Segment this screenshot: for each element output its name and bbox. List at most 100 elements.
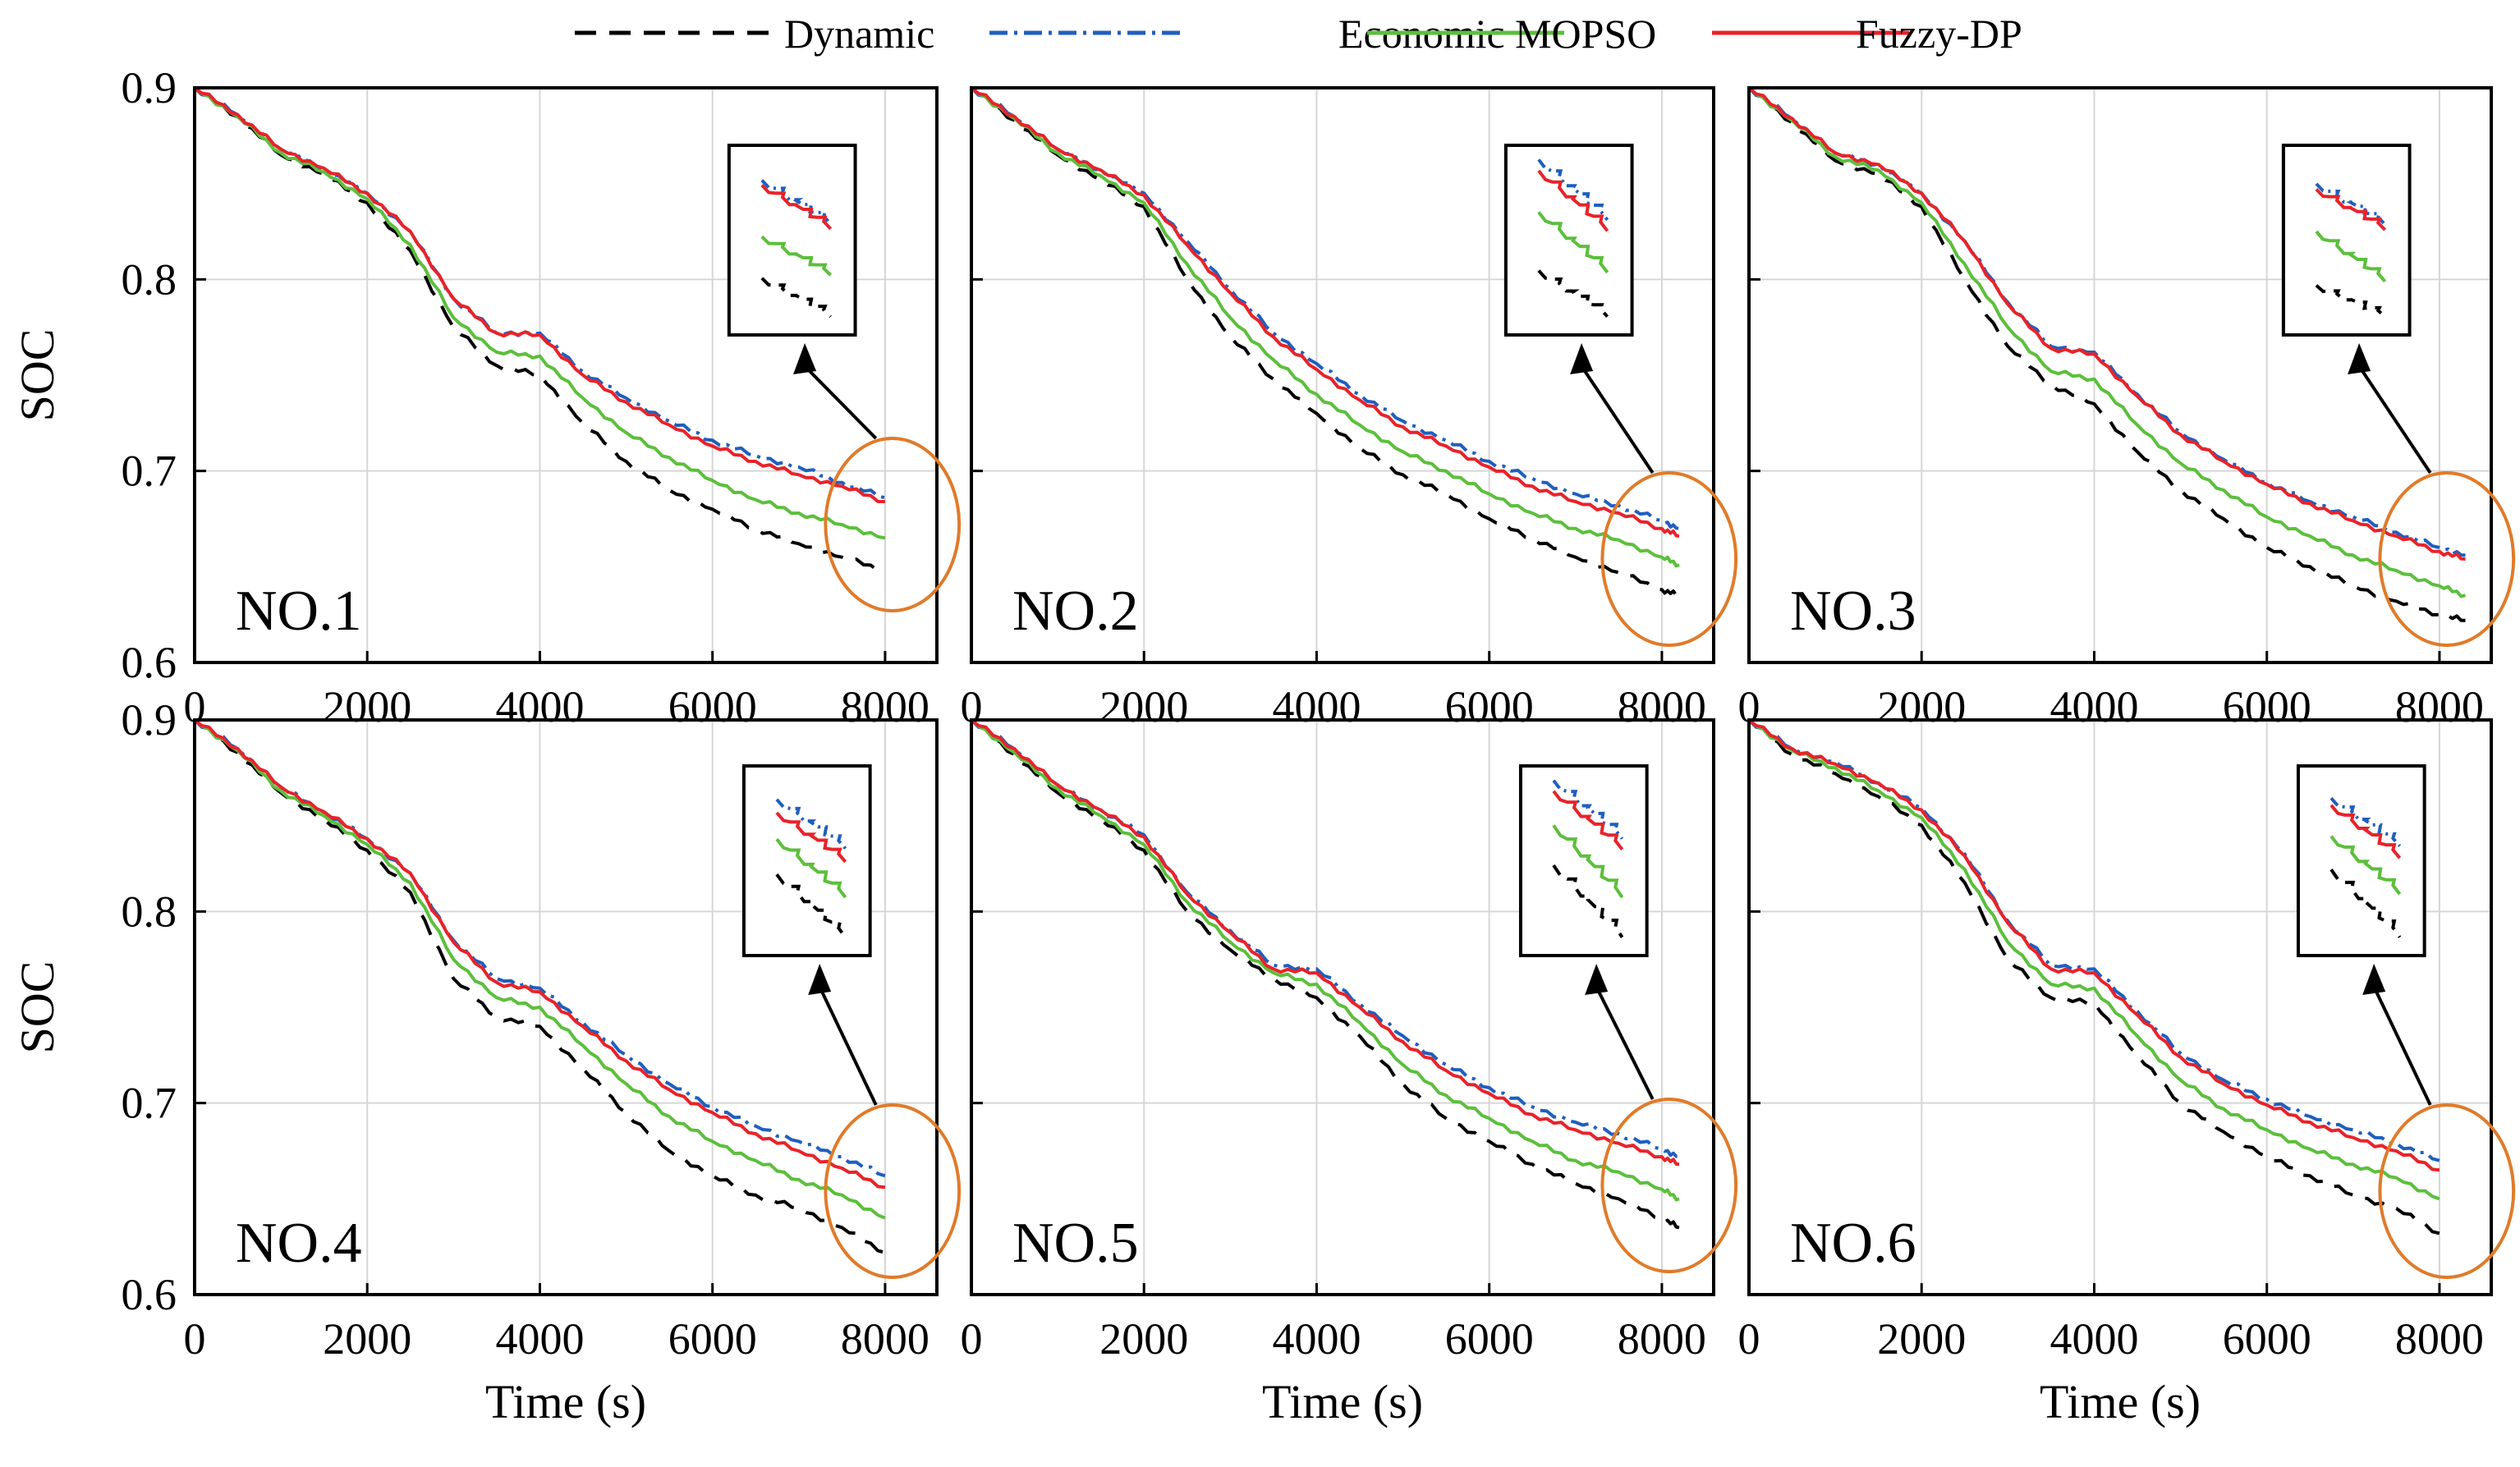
zoom-inset-line-mopso: [1537, 211, 1609, 274]
series-line-dynamic: [193, 86, 885, 573]
zoom-inset: [2281, 144, 2412, 337]
zoom-inset-line-dynamic: [1537, 269, 1609, 319]
y-tick-label: 0.6: [122, 1270, 177, 1319]
zoom-inset-line-dynamic: [2315, 284, 2386, 319]
y-axis-label: SOC: [11, 329, 64, 422]
series-line-fuzzy: [193, 86, 885, 503]
zoom-inset-line-fuzzy: [1552, 790, 1624, 850]
zoom-inset-line-economic: [1537, 158, 1609, 222]
series-line-dynamic: [970, 718, 1680, 1230]
zoom-arrow-head: [2348, 343, 2371, 374]
zoom-inset-line-fuzzy: [760, 184, 833, 231]
series-line-fuzzy: [1747, 718, 2440, 1172]
x-axis-label: Time (s): [485, 1375, 646, 1428]
y-tick-label: 0.9: [122, 695, 177, 745]
series-line-dynamic: [1747, 86, 2466, 622]
x-tick-label: 0: [1738, 1314, 1760, 1364]
series-line-fuzzy: [970, 718, 1680, 1167]
zoom-arrow-head: [793, 343, 817, 374]
zoom-inset-line-economic: [760, 179, 833, 226]
series-line-mopso: [1747, 718, 2440, 1201]
zoom-inset: [1518, 764, 1649, 957]
zoom-inset-line-dynamic: [775, 873, 847, 938]
legend-label-dynamic: Dynamic: [784, 11, 934, 57]
zoom-inset-line-dynamic: [1552, 864, 1624, 938]
legend-label-fuzzy: Fuzzy-DP: [1856, 11, 2022, 57]
zoom-inset-line-economic: [2330, 796, 2402, 847]
x-tick-label: 6000: [1445, 1314, 1534, 1364]
y-tick-label: 0.6: [122, 638, 177, 687]
x-tick-label: 0: [184, 1314, 206, 1364]
zoom-inset-line-fuzzy: [775, 811, 847, 864]
panel-label: NO.5: [1012, 1212, 1139, 1275]
series-line-mopso: [970, 718, 1680, 1202]
x-tick-label: 8000: [841, 1314, 930, 1364]
y-tick-label: 0.7: [122, 447, 177, 496]
zoom-highlight-circle: [2378, 471, 2516, 647]
zoom-inset-line-mopso: [775, 837, 847, 899]
axes-frame: [1747, 86, 2493, 664]
zoom-inset-line-dynamic: [2330, 869, 2402, 938]
series-line-fuzzy: [193, 718, 886, 1190]
x-tick-label: 2000: [1877, 1314, 1966, 1364]
panel-label: NO.2: [1012, 580, 1139, 643]
x-tick-label: 8000: [1618, 1314, 1706, 1364]
panel-label: NO.3: [1790, 580, 1916, 643]
panel-no-4: 0 2000 4000 6000 8000 0.6 0.7 0.8 0.9 SOC Time (s)…: [11, 695, 962, 1428]
y-tick-label: 0.7: [122, 1079, 177, 1128]
y-tick-label: 0.9: [122, 63, 177, 112]
zoom-highlight-circle: [824, 437, 962, 612]
x-tick-label: 2000: [323, 1314, 411, 1364]
x-tick-label: 6000: [2223, 1314, 2311, 1364]
series-line-dynamic: [970, 86, 1680, 598]
zoom-inset-line-mopso: [2330, 835, 2402, 896]
axes-frame: [970, 718, 1715, 1296]
zoom-arrow: [818, 986, 878, 1106]
zoom-inset-line-economic: [775, 798, 847, 850]
zoom-arrow-head: [1570, 343, 1594, 374]
x-axis-label: Time (s): [1262, 1375, 1423, 1428]
series-line-dynamic: [193, 718, 886, 1254]
legend: Dynamic Economic MOPSO Fuzzy-DP: [575, 11, 2022, 57]
zoom-arrow-head: [2362, 964, 2386, 995]
panel-label: NO.6: [1790, 1212, 1916, 1275]
series-line-mopso: [1747, 86, 2466, 598]
panel-label: NO.1: [236, 580, 362, 643]
axes-frame: [970, 86, 1715, 664]
y-tick-label: 0.8: [122, 887, 177, 936]
x-tick-label: 6000: [668, 1314, 757, 1364]
zoom-highlight-circle: [1600, 1098, 1738, 1273]
zoom-arrow: [1595, 986, 1655, 1100]
x-tick-label: 4000: [1272, 1314, 1361, 1364]
zoom-inset-line-fuzzy: [2315, 188, 2387, 232]
series-line-mopso: [193, 86, 886, 540]
x-axis-label: Time (s): [2040, 1375, 2201, 1428]
zoom-inset: [2296, 764, 2426, 957]
x-tick-label: 4000: [2050, 1314, 2138, 1364]
zoom-highlight-circle: [2378, 1103, 2516, 1279]
panel-no-6: 0 2000 4000 6000 8000 Time (s) NO.6: [1738, 718, 2516, 1428]
zoom-inset-line-economic: [1552, 779, 1624, 840]
zoom-inset-frame: [1503, 144, 1634, 337]
x-tick-label: 2000: [1099, 1314, 1188, 1364]
series-line-economic: [1747, 718, 2440, 1162]
zoom-inset-frame: [2281, 144, 2412, 337]
zoom-inset-line-fuzzy: [1537, 169, 1609, 232]
y-axis-label: SOC: [11, 961, 64, 1054]
zoom-inset-line-fuzzy: [2330, 804, 2402, 860]
x-tick-label: 4000: [495, 1314, 584, 1364]
x-tick-label: 0: [961, 1314, 983, 1364]
zoom-inset-frame: [741, 764, 872, 957]
zoom-arrow-head: [808, 964, 832, 995]
zoom-inset: [727, 144, 857, 337]
series-line-mopso: [193, 718, 886, 1220]
axes-frame: [193, 718, 939, 1296]
zoom-inset-line-dynamic: [760, 277, 833, 319]
zoom-inset-line-mopso: [2315, 230, 2387, 283]
zoom-inset-line-mopso: [760, 235, 833, 277]
y-tick-label: 0.8: [122, 254, 177, 304]
